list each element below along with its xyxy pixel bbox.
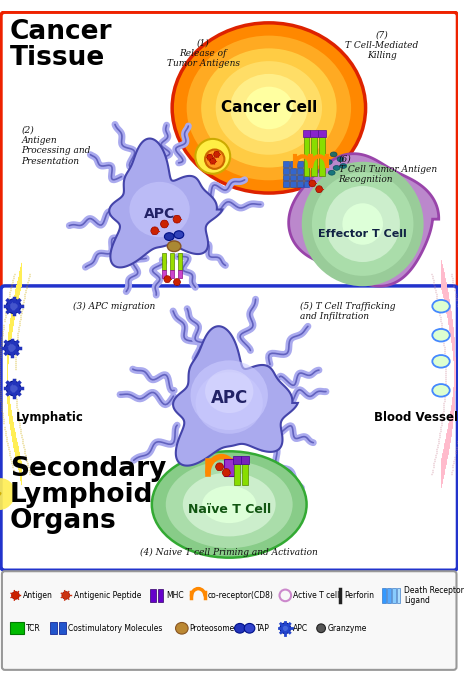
Bar [290,181,296,187]
Text: Effector T Cell: Effector T Cell [319,228,407,239]
Ellipse shape [62,592,70,599]
Text: (5) T Cell Trafficking
and Infiltration: (5) T Cell Trafficking and Infiltration [300,302,395,321]
Ellipse shape [235,623,245,633]
Text: co-receptor(CD8): co-receptor(CD8) [208,591,274,600]
Bar [59,622,66,634]
Bar [224,459,234,477]
Ellipse shape [11,592,19,599]
Ellipse shape [201,49,337,168]
Bar [9,622,24,634]
Ellipse shape [337,157,344,161]
Ellipse shape [316,186,322,193]
Ellipse shape [7,343,16,352]
Bar [283,168,289,174]
Ellipse shape [210,158,216,164]
Ellipse shape [191,360,268,430]
Ellipse shape [342,203,383,245]
Ellipse shape [183,473,276,536]
Text: TCR: TCR [26,624,41,633]
Bar [297,181,303,187]
Bar [297,174,303,181]
Text: Antigen: Antigen [23,591,53,600]
Ellipse shape [432,300,450,313]
Text: Perforin: Perforin [344,591,374,600]
Bar [50,622,57,634]
Ellipse shape [9,302,18,311]
Bar [303,130,310,137]
Bar [311,137,317,176]
Bar [283,181,289,187]
Ellipse shape [222,469,230,477]
Bar [290,168,296,174]
Text: APC: APC [293,624,308,633]
Ellipse shape [187,36,351,181]
Ellipse shape [330,152,337,157]
Bar [387,588,391,603]
Ellipse shape [230,74,308,142]
Bar [319,137,325,176]
Bar [178,270,182,278]
Ellipse shape [152,451,307,557]
FancyBboxPatch shape [1,286,457,570]
Text: APC: APC [210,389,248,407]
Ellipse shape [166,461,292,548]
Text: TAP: TAP [256,624,270,633]
Ellipse shape [164,276,171,282]
Bar [290,174,296,181]
Text: (6)
T Cell Tumor Antigen
Recognition: (6) T Cell Tumor Antigen Recognition [338,155,437,184]
Bar [392,588,396,603]
Ellipse shape [174,231,184,239]
Bar [382,588,386,603]
Bar [178,253,182,270]
Text: Lymphatic: Lymphatic [17,411,84,424]
Circle shape [195,139,230,174]
Ellipse shape [282,625,289,631]
Bar [158,589,164,602]
FancyBboxPatch shape [2,571,456,670]
Ellipse shape [280,623,291,633]
Bar [304,137,310,176]
Bar [318,130,326,137]
Bar [234,464,240,485]
Bar [163,253,166,270]
Circle shape [317,624,326,633]
Text: Blood Vessel: Blood Vessel [374,411,458,424]
Ellipse shape [432,329,450,341]
Bar [297,161,303,167]
Ellipse shape [302,162,424,286]
Text: Granzyme: Granzyme [328,624,367,633]
Text: (7)
T Cell-Mediated
Killing: (7) T Cell-Mediated Killing [346,31,419,60]
Ellipse shape [173,278,181,285]
Bar [304,181,310,187]
Ellipse shape [164,233,174,241]
Polygon shape [173,326,298,466]
Bar [163,270,166,278]
Polygon shape [109,139,222,267]
Text: Cancer
Tissue: Cancer Tissue [9,19,112,71]
Text: Death Receptor
Ligand: Death Receptor Ligand [404,586,464,605]
Bar [150,589,156,602]
Bar [304,161,310,167]
Text: (4) Naive T cell Priming and Activation: (4) Naive T cell Priming and Activation [140,548,318,557]
Ellipse shape [196,372,263,434]
Ellipse shape [312,172,413,276]
Ellipse shape [309,180,316,187]
Ellipse shape [328,170,335,175]
Polygon shape [289,154,439,286]
Ellipse shape [333,166,340,170]
Text: Naïve T Cell: Naïve T Cell [188,503,271,516]
Ellipse shape [205,369,254,413]
Ellipse shape [6,381,21,395]
Ellipse shape [432,355,450,367]
Ellipse shape [216,463,223,471]
Ellipse shape [151,227,159,235]
Ellipse shape [207,155,213,160]
Ellipse shape [172,23,365,193]
Text: Active T cell: Active T cell [293,591,339,600]
Ellipse shape [167,241,181,252]
Ellipse shape [9,384,18,393]
Text: Antigenic Peptide: Antigenic Peptide [73,591,141,600]
Bar [283,161,289,167]
Ellipse shape [129,182,190,237]
Bar [290,161,296,167]
